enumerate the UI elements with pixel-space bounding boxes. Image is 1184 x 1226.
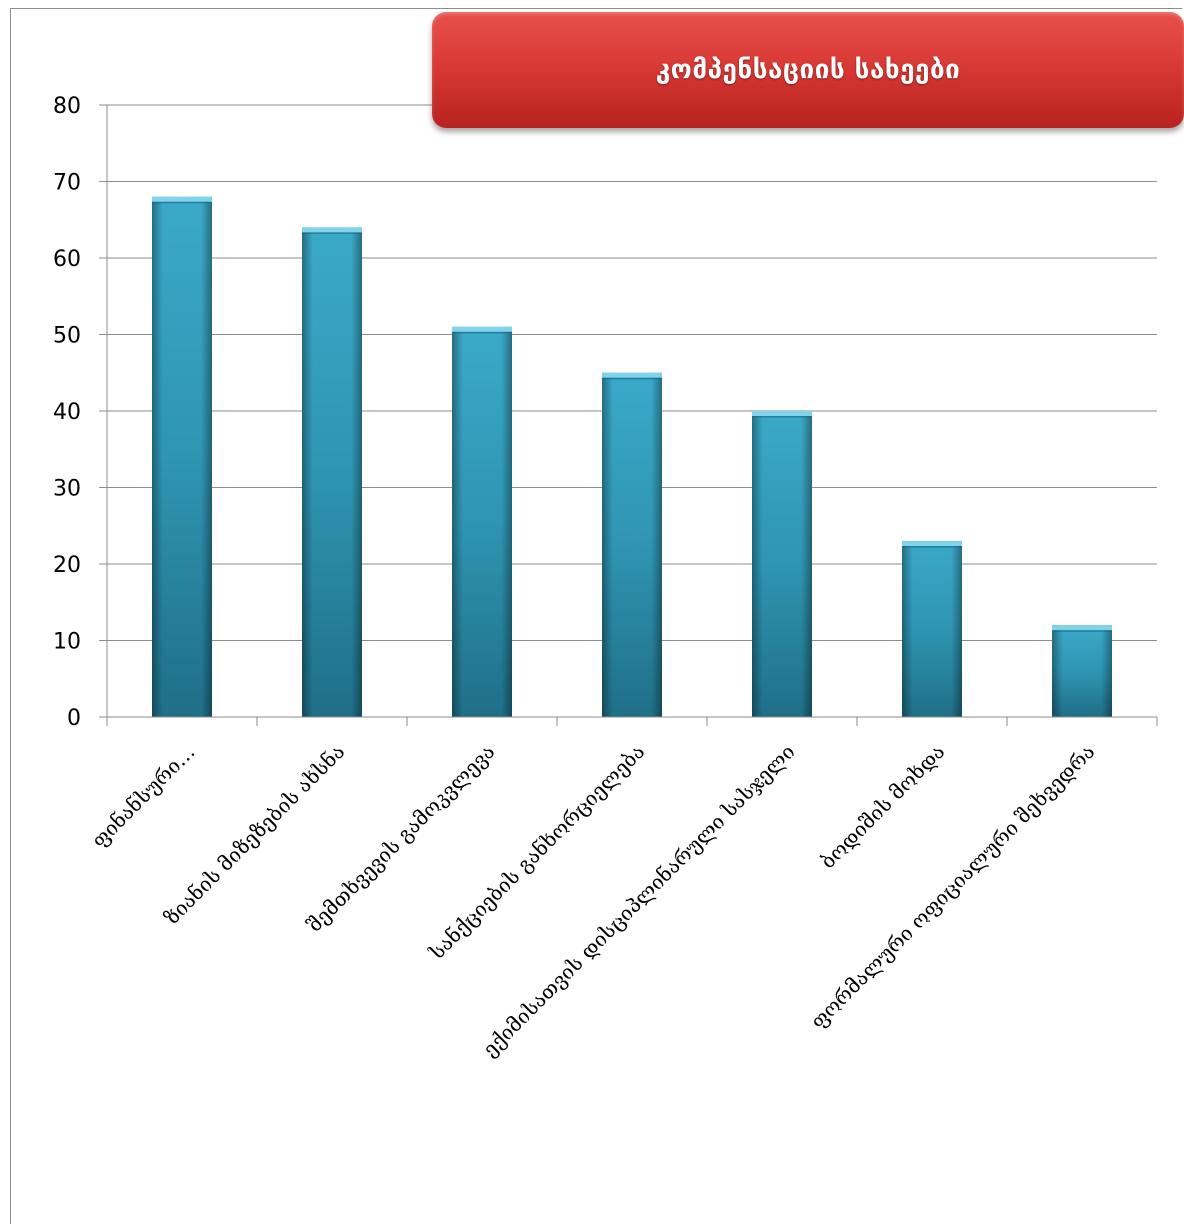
chart-frame <box>10 8 1182 1224</box>
y-tick-label: 60 <box>53 247 81 272</box>
bar <box>902 541 962 717</box>
y-tick-label: 30 <box>53 477 81 502</box>
y-tick-label: 80 <box>53 94 81 119</box>
bar <box>752 411 812 717</box>
bar <box>152 196 212 718</box>
bar <box>1052 625 1112 717</box>
x-axis <box>106 716 1158 726</box>
y-axis-ticks: 0 10 20 30 40 50 60 70 80 <box>53 94 108 731</box>
y-tick-label: 70 <box>53 171 81 196</box>
y-tick-label: 20 <box>53 553 81 578</box>
y-tick-label: 40 <box>53 400 81 425</box>
x-category-label: ექიმისათვის დისციპლინარული სასჯელი <box>478 740 800 1062</box>
x-category-label: ბოდიშის მოხდა <box>816 740 950 874</box>
x-axis-labels: ფინანსური…ზიანის მიზეზების ახსნაშემთხვევ… <box>87 740 1100 1062</box>
bar <box>302 227 362 717</box>
y-tick-label: 0 <box>67 706 81 731</box>
bars <box>152 196 1112 718</box>
bar <box>602 372 662 717</box>
y-tick-label: 50 <box>53 324 81 349</box>
x-category-label: ფორმალური ოფიციალური შეხვედრა <box>806 740 1100 1034</box>
y-tick-label: 10 <box>53 630 81 655</box>
x-category-label: ფინანსური… <box>87 740 200 853</box>
chart-title-banner: კომპენსაციის სახეები <box>432 12 1184 128</box>
chart-title: კომპენსაციის სახეები <box>655 55 961 85</box>
bar <box>452 326 512 717</box>
